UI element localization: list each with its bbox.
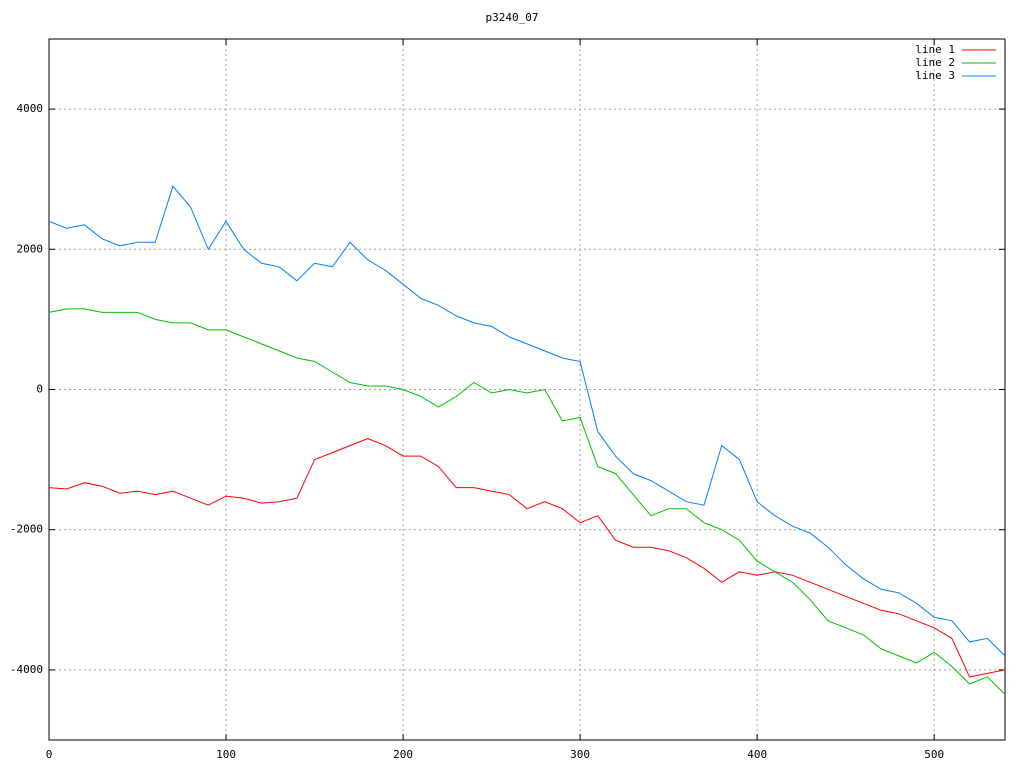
x-tick-label: 0 — [46, 748, 53, 761]
x-tick-label: 500 — [924, 748, 944, 761]
y-tick-label: 4000 — [17, 102, 44, 115]
y-tick-label: 2000 — [17, 242, 44, 255]
plot-frame — [48, 38, 1006, 741]
data-line — [48, 308, 1006, 695]
data-line — [48, 185, 1006, 657]
legend-label: line 1 — [915, 43, 955, 56]
data-line — [48, 438, 1006, 678]
y-tick-label: 0 — [36, 383, 43, 396]
chart-title: p3240_07 — [486, 11, 539, 24]
x-tick-label: 200 — [393, 748, 413, 761]
y-tick-label: -4000 — [10, 663, 43, 676]
legend-label: line 3 — [915, 69, 955, 82]
x-tick-label: 400 — [747, 748, 767, 761]
legend-label: line 2 — [915, 56, 955, 69]
y-tick-label: -2000 — [10, 523, 43, 536]
x-tick-label: 100 — [216, 748, 236, 761]
x-tick-label: 300 — [570, 748, 590, 761]
